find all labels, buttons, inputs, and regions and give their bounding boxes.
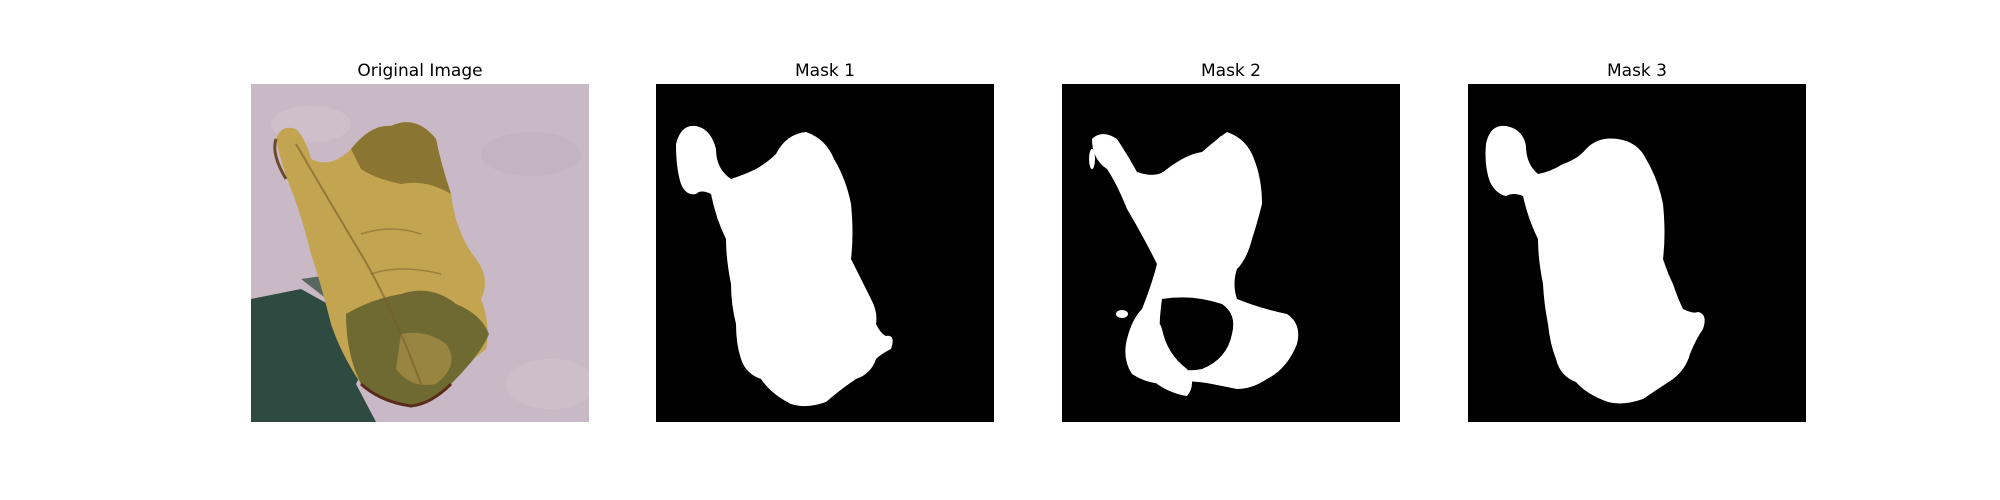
panel-mask-1: Mask 1 [656,58,994,422]
mask-3-image [1468,84,1806,422]
original-image [251,84,589,422]
panel-mask-3: Mask 3 [1468,58,1806,422]
panel-title: Mask 2 [1200,61,1261,81]
panel-mask-2: Mask 2 [1062,58,1400,422]
mask-1-image [656,84,994,422]
panel-title: Original Image [357,61,483,81]
panel-title: Mask 3 [1606,61,1667,81]
panel-title: Mask 1 [794,61,855,81]
mask-2-image [1062,84,1400,422]
panel-original-image: Original Image [251,58,589,422]
